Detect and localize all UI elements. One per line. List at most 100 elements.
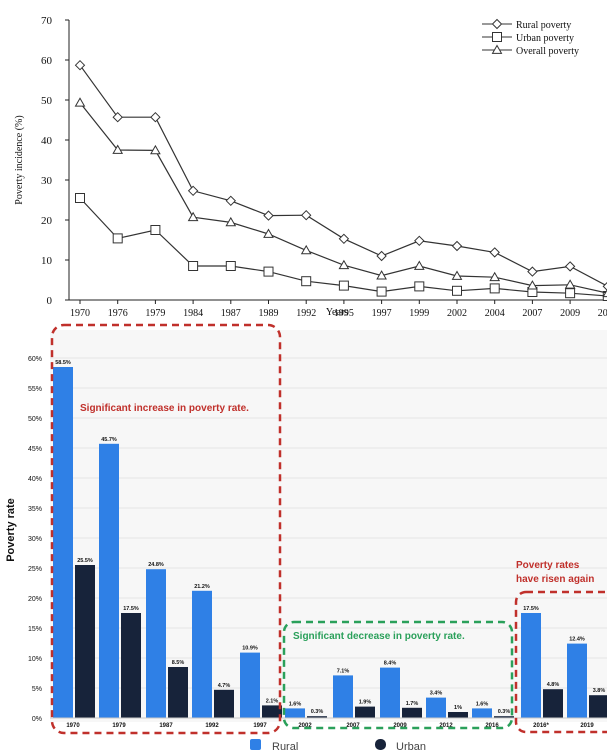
rural-poverty-point bbox=[338, 233, 350, 245]
rural-poverty-point bbox=[602, 281, 607, 291]
bar-group-1987: 24.8% 8.5% bbox=[146, 562, 188, 718]
annotation-increase-box bbox=[50, 323, 282, 735]
y-tick-label: 30 bbox=[41, 175, 53, 187]
urban-poverty-series bbox=[75, 193, 607, 301]
rural-poverty-point bbox=[564, 261, 576, 272]
legend-rural-label: Rural bbox=[272, 741, 298, 752]
rural-poverty-point bbox=[527, 266, 538, 277]
rural-bar bbox=[146, 569, 166, 718]
rural-poverty-point bbox=[376, 250, 387, 262]
overall-poverty-point bbox=[187, 211, 199, 222]
legend-urban-poverty-marker bbox=[492, 32, 502, 42]
annotation-risen-box bbox=[514, 590, 607, 734]
x-tick-label: 1987 bbox=[221, 308, 241, 319]
plot-background bbox=[50, 330, 607, 722]
rural-bar bbox=[472, 708, 492, 718]
overall-poverty-point bbox=[489, 271, 501, 282]
y-tick-label: 10 bbox=[41, 255, 53, 267]
rural-bar bbox=[426, 697, 446, 718]
annotation-increase-text: Significant increase in poverty rate. bbox=[80, 403, 249, 414]
x-tick-label: 1984 bbox=[183, 308, 203, 319]
y-tick-label: 5% bbox=[32, 686, 42, 693]
y-axis-label: Poverty rate bbox=[5, 498, 17, 562]
rural-bar bbox=[99, 443, 119, 718]
x-tick-label: 1976 bbox=[108, 308, 128, 319]
bar-group-1979: 45.7% 17.5% bbox=[99, 437, 141, 718]
rural-bar bbox=[521, 613, 541, 718]
y-tick-label: 70 bbox=[41, 15, 53, 27]
x-tick-label: 1979 bbox=[112, 723, 126, 729]
overall-poverty-point bbox=[225, 216, 237, 227]
rural-poverty-point bbox=[489, 247, 500, 258]
x-tick-label: 2009 bbox=[560, 308, 580, 319]
rural-bar-label: 12.4% bbox=[569, 637, 585, 643]
urban-bar bbox=[402, 707, 422, 718]
y-tick-label: 0 bbox=[47, 295, 53, 307]
urban-bar bbox=[121, 613, 141, 718]
overall-poverty-point bbox=[263, 228, 274, 238]
bar-group-2019: 12.4% 3.8% bbox=[567, 637, 607, 718]
rural-bar-label: 8.4% bbox=[384, 661, 397, 667]
bar-group-1997: 10.9% 2.1% bbox=[240, 646, 282, 718]
y-ticks: 0% 5% 10% 15% 20% 25% 30% 35% 40% 45% 50% 55% 60% bbox=[28, 356, 42, 723]
urban-bar-label: 25.5% bbox=[77, 558, 93, 564]
urban-poverty-point bbox=[301, 276, 312, 287]
rural-bar-label: 24.8% bbox=[148, 562, 164, 568]
urban-bar-label: 3.8% bbox=[593, 688, 606, 694]
bar-group-2016: 1.6% 0.3% bbox=[472, 701, 514, 718]
y-tick-label: 60 bbox=[41, 55, 53, 67]
bar-group-2012: 3.4% 1% bbox=[426, 691, 468, 718]
rural-bar-label: 7.1% bbox=[337, 668, 350, 674]
bar-group-2016*: 17.5% 4.8% bbox=[521, 606, 563, 718]
series-group bbox=[74, 59, 607, 301]
urban-bar-label: 4.8% bbox=[547, 682, 560, 688]
legend-rural-swatch bbox=[250, 739, 261, 750]
line-chart: 0 10 20 30 40 50 60 70 1970 1976 1979 1984 1987 1989… bbox=[14, 15, 607, 319]
rural-poverty-point bbox=[263, 210, 274, 221]
legend-rural-poverty-label: Rural poverty bbox=[516, 20, 571, 31]
urban-bar-label: 0.3% bbox=[498, 709, 511, 715]
y-ticks: 0 10 20 30 40 50 60 70 bbox=[41, 15, 69, 307]
legend-urban-label: Urban bbox=[396, 741, 426, 752]
legend-rural-poverty-marker bbox=[491, 18, 503, 30]
rural-poverty-point bbox=[300, 209, 312, 221]
x-tick-label: 1970 bbox=[70, 308, 90, 319]
bar-group-2009: 8.4% 1.7% bbox=[380, 661, 422, 718]
y-tick-label: 35% bbox=[28, 506, 42, 513]
urban-bar-label: 4.7% bbox=[218, 683, 231, 689]
rural-bar-label: 45.7% bbox=[101, 437, 117, 443]
overall-poverty-point bbox=[527, 280, 538, 290]
rural-poverty-point bbox=[112, 111, 123, 123]
rural-bar-label: 58.5% bbox=[55, 360, 71, 366]
y-tick-label: 50% bbox=[28, 416, 42, 423]
urban-poverty-point bbox=[338, 280, 349, 291]
urban-bar bbox=[262, 705, 282, 718]
y-axis-label: Poverty incidence (%) bbox=[14, 115, 25, 204]
overall-poverty-point bbox=[150, 144, 161, 155]
overall-poverty-series bbox=[74, 97, 607, 298]
urban-bar-label: 8.5% bbox=[172, 660, 185, 666]
rural-bar-label: 17.5% bbox=[523, 606, 539, 612]
rural-bar bbox=[192, 590, 212, 718]
x-tick-label: 1970 bbox=[66, 723, 80, 729]
urban-bar bbox=[448, 712, 468, 718]
rural-bar-label: 1.6% bbox=[476, 701, 489, 707]
bar-chart: 0% 5% 10% 15% 20% 25% 30% 35% 40% 45% 50% 55% 60% 58… bbox=[5, 323, 607, 752]
urban-poverty-point bbox=[376, 286, 387, 297]
rural-bar bbox=[567, 643, 587, 718]
rural-poverty-line bbox=[79, 64, 607, 287]
x-tick-label: 1987 bbox=[159, 723, 173, 729]
legend-overall-poverty-label: Overall poverty bbox=[516, 46, 579, 57]
x-tick-label: 1992 bbox=[205, 723, 219, 729]
y-tick-label: 55% bbox=[28, 386, 42, 393]
y-tick-label: 60% bbox=[28, 356, 42, 363]
rural-bar bbox=[240, 652, 260, 718]
urban-poverty-point bbox=[489, 283, 500, 294]
urban-poverty-point bbox=[263, 266, 274, 277]
x-tick-label: 2007 bbox=[522, 308, 542, 319]
y-tick-label: 20% bbox=[28, 596, 42, 603]
legend-overall-poverty-marker bbox=[491, 44, 503, 54]
urban-bar bbox=[168, 667, 188, 718]
bars-group: 58.5% 25.5% 45.7% 17.5% 24.8% 8.5% 21.2% 4.7% 10… bbox=[53, 360, 607, 718]
urban-poverty-point bbox=[112, 233, 123, 244]
